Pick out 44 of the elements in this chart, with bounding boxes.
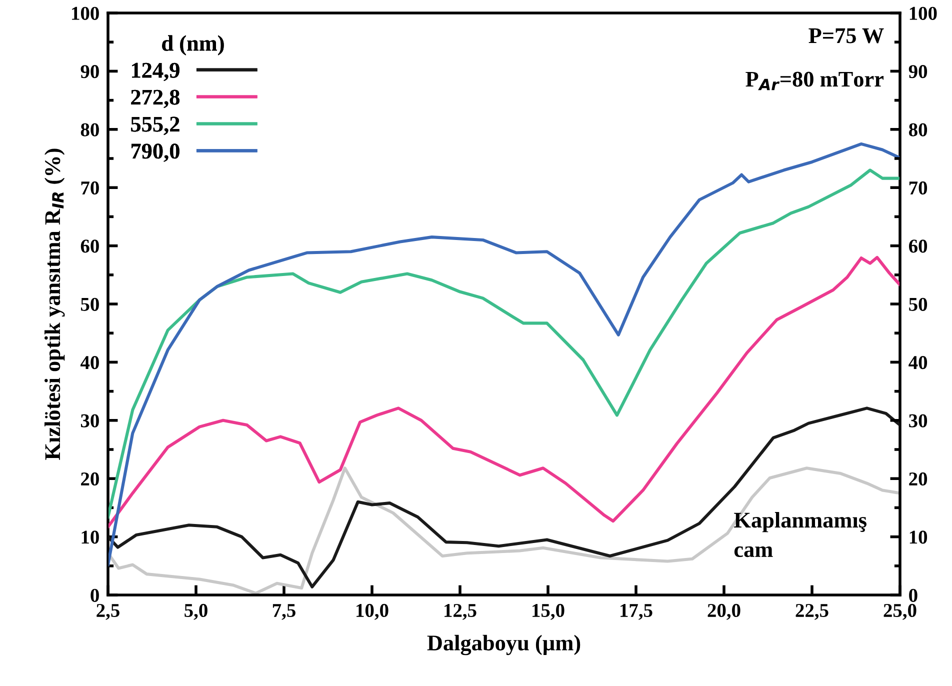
x-tick-label: 2,5 <box>96 604 120 620</box>
y-tick-label: 70 <box>81 181 99 195</box>
annotation: P=75 W <box>808 28 884 44</box>
y2-tick-label: 0 <box>909 588 918 602</box>
y-tick-label: 90 <box>80 65 99 78</box>
y2-tick-label: 10 <box>910 530 928 544</box>
x-tick-label: 12,5 <box>444 604 476 620</box>
annotation: Kaplanmamış cam <box>734 512 866 558</box>
y2-tick-label: 30 <box>909 414 928 428</box>
annotation: P$_{Ar}$=80 mTorr <box>746 72 884 90</box>
x-tick-label: 15,0 <box>532 604 564 620</box>
y2-tick-label: 40 <box>908 356 928 370</box>
y2-tick-label: 100 <box>910 6 937 20</box>
y-tick-label: 10 <box>82 530 99 544</box>
x-tick-label: 10,0 <box>356 604 388 620</box>
y-tick-label: 0 <box>90 588 99 602</box>
legend-label: 272,8 <box>131 90 180 108</box>
y-tick-label: 50 <box>81 298 99 311</box>
y2-tick-label: 60 <box>909 240 928 253</box>
x-tick-label: 20,0 <box>708 604 740 620</box>
line-series <box>108 142 900 566</box>
y2-tick-label: 20 <box>909 472 928 486</box>
y2-tick-label: 80 <box>908 123 928 136</box>
x-tick-label: 25,0 <box>884 604 916 620</box>
x-axis-title: Dalgaboyu (µm) <box>427 634 580 656</box>
legend-label: 555,2 <box>131 116 180 135</box>
y-tick-label: 20 <box>81 472 99 486</box>
y-tick-label: 30 <box>80 414 99 428</box>
x-tick-label: 7,5 <box>272 604 296 620</box>
y-tick-label: 40 <box>80 356 99 370</box>
y-axis-title: Kızlötesi optik yansıtma R$_{IR}$ (%) <box>44 148 65 460</box>
y2-tick-label: 50 <box>909 298 928 311</box>
x-tick-label: 5,0 <box>184 604 208 620</box>
y2-tick-label: 90 <box>908 65 928 78</box>
line-series <box>108 406 900 588</box>
x-tick-label: 22,5 <box>796 604 828 620</box>
x-tick-label: 17,5 <box>620 604 652 620</box>
y2-tick-label: 70 <box>909 181 928 195</box>
legend-label: 124,9 <box>132 62 180 82</box>
legend-title: d (nm) <box>162 35 224 56</box>
y-tick-label: 80 <box>80 123 99 136</box>
y-tick-label: 100 <box>72 6 99 20</box>
y-tick-label: 60 <box>80 240 99 253</box>
legend-label: 790,0 <box>131 144 180 162</box>
